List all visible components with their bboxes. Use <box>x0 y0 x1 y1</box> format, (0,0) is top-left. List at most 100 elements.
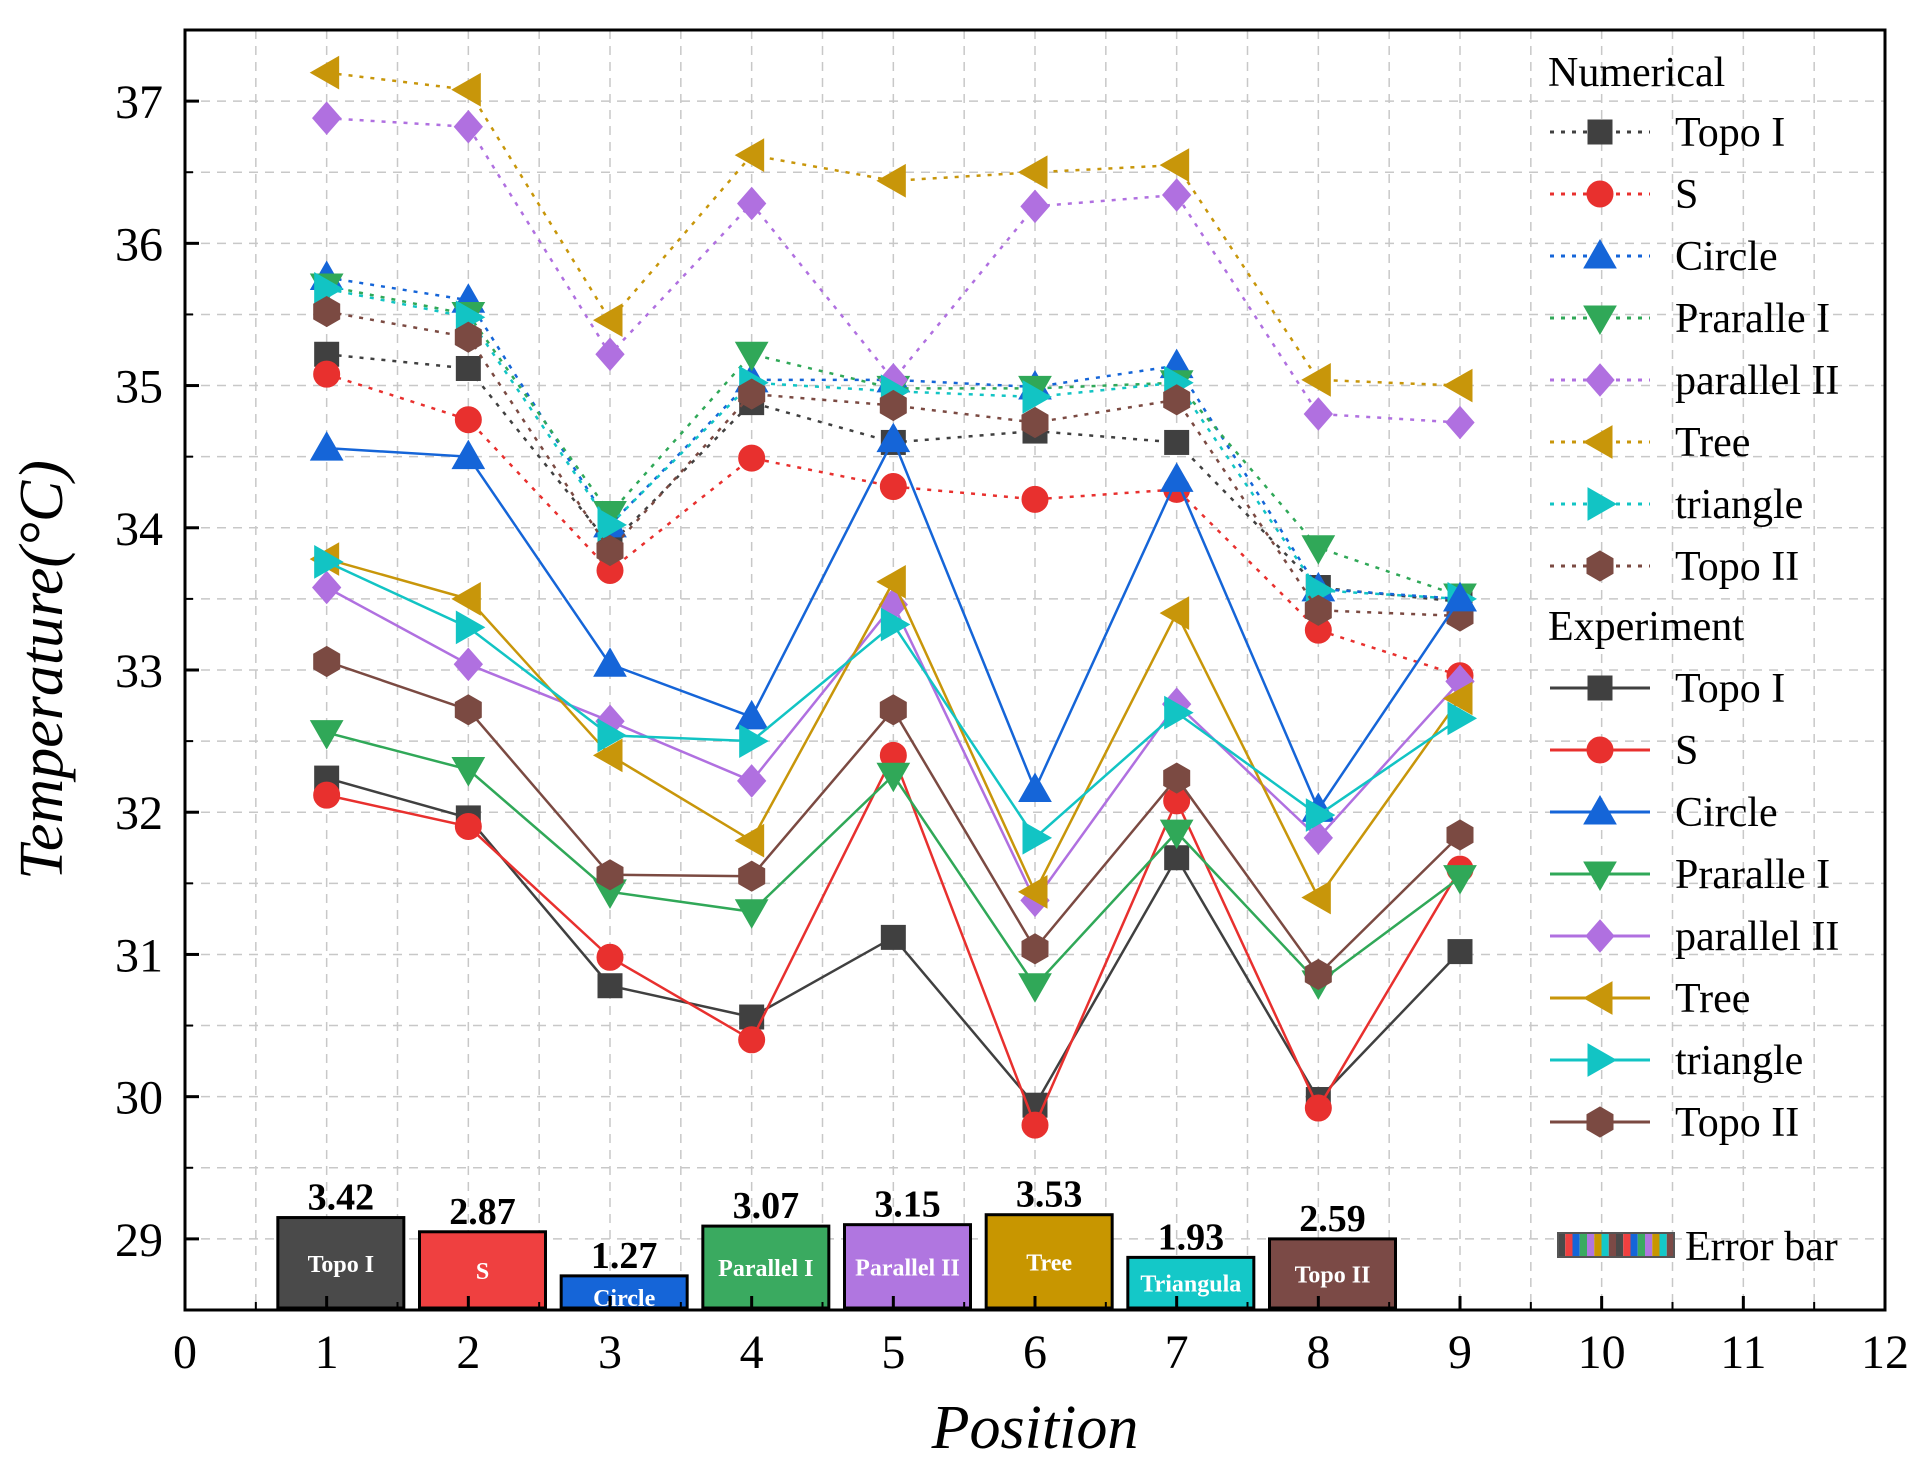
numerical-series-line <box>326 116 1461 424</box>
y-tick-label: 36 <box>115 218 163 271</box>
experiment-data-point <box>453 647 483 682</box>
experiment-data-point <box>596 943 624 971</box>
x-tick-label: 1 <box>315 1326 339 1379</box>
experiment-data-point <box>734 823 765 858</box>
legend-error-bar-stripe <box>1666 1233 1674 1257</box>
experiment-data-point <box>1017 875 1048 909</box>
numerical-series-line <box>326 276 1461 601</box>
experiment-data-point <box>876 422 911 453</box>
y-tick-label: 29 <box>115 1214 163 1267</box>
error-bar <box>843 1223 972 1310</box>
experiment-data-point <box>738 860 766 892</box>
numerical-data-point <box>876 163 906 198</box>
error-bar <box>1126 1255 1256 1310</box>
x-tick-label: 11 <box>1720 1326 1766 1379</box>
legend-marker <box>1587 1043 1618 1077</box>
legend-error-bar-stripe <box>1616 1233 1624 1257</box>
experiment-data-point <box>734 899 769 929</box>
experiment-data-point <box>1022 820 1053 855</box>
x-tick-label: 3 <box>598 1326 622 1379</box>
experiment-data-point <box>1305 798 1336 832</box>
numerical-data-point <box>596 534 624 567</box>
legend-label: Topo II <box>1675 1100 1799 1146</box>
legend-marker <box>1585 919 1615 953</box>
numerical-data-point <box>595 337 625 372</box>
legend-label: Tree <box>1675 420 1750 466</box>
experiment-data-point <box>1303 821 1333 855</box>
legend-error-bar-stripe <box>1652 1233 1660 1257</box>
experiment-data-point <box>597 973 623 999</box>
y-tick-label: 31 <box>115 929 163 982</box>
error-bar-value: 2.59 <box>1299 1198 1366 1240</box>
legend-marker <box>1583 238 1617 269</box>
error-bar <box>559 1274 689 1310</box>
numerical-data-point <box>1022 380 1053 414</box>
numerical-data-point <box>1162 178 1192 212</box>
experiment-data-point <box>1159 462 1194 492</box>
y-axis-title: Temperature(°C) <box>8 460 76 880</box>
x-tick-label: 10 <box>1578 1326 1626 1379</box>
legend-marker <box>1587 487 1618 521</box>
experiment-data-point <box>312 570 342 605</box>
numerical-data-point <box>1301 363 1331 397</box>
error-bar-value: 1.27 <box>591 1235 658 1277</box>
experiment-series <box>313 645 1474 990</box>
experiment-data-point <box>738 1026 766 1054</box>
legend-marker <box>1582 981 1613 1015</box>
legend-error-bar-stripe <box>1623 1233 1631 1257</box>
error-bar-value: 3.07 <box>733 1185 800 1227</box>
numerical-data-point <box>738 444 766 472</box>
y-tick-label: 33 <box>115 645 163 698</box>
experiment-data-point <box>1163 762 1191 794</box>
legend-error-bar-stripe <box>1659 1233 1667 1257</box>
legend-error-bar-label: Error bar <box>1685 1224 1838 1270</box>
legend-label: Circle <box>1675 234 1778 280</box>
legend-error-bar-stripe <box>1558 1233 1566 1257</box>
experiment-data-point <box>1446 819 1474 851</box>
legend-label: Praralle I <box>1675 852 1830 898</box>
error-bar-label: Triangula <box>1140 1272 1241 1298</box>
numerical-data-point <box>313 360 341 388</box>
numerical-data-point <box>1304 594 1332 626</box>
y-tick-label: 37 <box>115 76 163 129</box>
legend: Numerical Topo I S Circle Praralle I parallel… <box>1548 50 1839 1270</box>
legend-label: parallel II <box>1675 914 1839 960</box>
error-bar-value: 3.15 <box>874 1184 941 1226</box>
error-bar-label: Parallel II <box>855 1255 960 1281</box>
x-axis-title: Position <box>931 1394 1139 1462</box>
legend-error-bar-stripe <box>1594 1233 1602 1257</box>
error-bar-value: 1.93 <box>1158 1216 1225 1258</box>
experiment-data-point <box>1304 1094 1332 1122</box>
legend-error-bar-stripe <box>1637 1233 1645 1257</box>
x-tick-label: 2 <box>456 1326 480 1379</box>
legend-label: triangle <box>1675 482 1803 528</box>
error-bar-value: 3.53 <box>1016 1174 1083 1216</box>
numerical-data-point <box>1020 189 1050 224</box>
numerical-series-line <box>326 71 1461 387</box>
numerical-data-point <box>1163 384 1191 416</box>
experiment-data-point <box>596 859 624 891</box>
legend-marker <box>1586 550 1614 582</box>
error-bar-value: 3.42 <box>308 1177 375 1219</box>
legend-experiment-title: Experiment <box>1548 604 1744 650</box>
x-tick-label: 4 <box>740 1326 764 1379</box>
numerical-data-point <box>454 321 482 353</box>
y-tick-label: 30 <box>115 1072 163 1125</box>
experiment-data-point <box>313 645 341 678</box>
x-tick-label: 9 <box>1448 1326 1472 1379</box>
experiment-data-point <box>1021 1111 1049 1139</box>
experiment-data-point <box>1447 939 1473 965</box>
x-tick-label: 0 <box>173 1326 197 1379</box>
legend-error-bar-stripe <box>1579 1233 1587 1257</box>
experiment-data-point <box>1018 973 1052 1003</box>
error-bar-label: Topo II <box>1295 1262 1371 1288</box>
numerical-data-point <box>879 473 907 501</box>
experiment-data-point <box>1442 681 1473 716</box>
error-bar <box>276 1216 406 1310</box>
experiment-data-point <box>876 564 906 599</box>
x-tick-label: 8 <box>1306 1326 1330 1379</box>
error-bar-label: Topo I <box>308 1252 375 1278</box>
legend-error-bar-stripe <box>1572 1233 1580 1257</box>
